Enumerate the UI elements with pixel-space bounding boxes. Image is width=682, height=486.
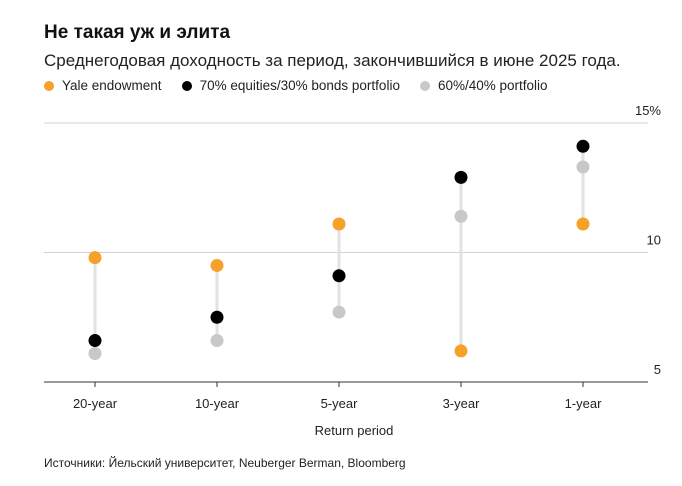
point-70-30-3-year xyxy=(454,170,468,184)
point-70-30-20-year xyxy=(88,334,102,348)
x-tick-label-3-year: 3-year xyxy=(443,396,481,411)
point-60-40-5-year xyxy=(332,305,346,319)
legend-label-70-30: 70% equities/30% bonds portfolio xyxy=(199,78,400,93)
point-yale-3-year xyxy=(454,344,468,358)
legend-label-60-40: 60%/40% portfolio xyxy=(437,78,548,93)
legend-item-yale: Yale endowment xyxy=(44,78,162,93)
chart-plot: 15% 10 5 20-year 10-year 5-year 3-year 1-year Re… xyxy=(44,103,661,438)
legend-dot-60-40 xyxy=(419,80,430,91)
y-tick-label-10: 10 xyxy=(647,233,661,248)
x-tick-label-20-year: 20-year xyxy=(73,396,118,411)
point-70-30-10-year xyxy=(210,310,224,324)
point-yale-1-year xyxy=(576,217,590,231)
y-tick-label-5: 5 xyxy=(654,362,661,377)
point-yale-10-year xyxy=(210,258,224,272)
legend-item-70-30: 70% equities/30% bonds portfolio xyxy=(181,78,400,93)
point-yale-20-year xyxy=(88,251,102,265)
x-tick-label-10-year: 10-year xyxy=(195,396,240,411)
legend-dot-yale xyxy=(44,80,54,91)
point-60-40-20-year xyxy=(88,347,102,361)
point-yale-5-year xyxy=(332,217,346,231)
chart-subtitle: Среднегодовая доходность за период, зако… xyxy=(44,51,621,70)
legend: Yale endowment 70% equities/30% bonds po… xyxy=(44,78,568,93)
point-70-30-1-year xyxy=(576,139,590,153)
point-60-40-1-year xyxy=(576,160,590,174)
x-tick-label-1-year: 1-year xyxy=(565,396,603,411)
x-tick-label-5-year: 5-year xyxy=(321,396,359,411)
point-70-30-5-year xyxy=(332,269,346,283)
chart-title: Не такая уж и элита xyxy=(44,22,231,43)
legend-dot-70-30 xyxy=(181,80,192,91)
legend-label-yale: Yale endowment xyxy=(62,78,162,93)
y-tick-label-15: 15% xyxy=(635,103,661,118)
point-60-40-3-year xyxy=(454,209,468,223)
chart-source: Источники: Йельский университет, Neuberg… xyxy=(44,456,406,470)
legend-item-60-40: 60%/40% portfolio xyxy=(419,78,548,93)
x-axis-label: Return period xyxy=(315,423,394,438)
point-60-40-10-year xyxy=(210,334,224,348)
